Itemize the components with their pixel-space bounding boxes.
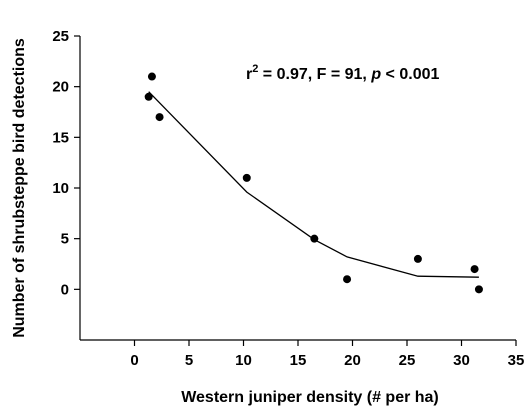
x-tick-label: 15 — [290, 352, 307, 369]
y-axis-title: Number of shrubsteppe bird detections — [11, 38, 28, 338]
trend-line — [148, 91, 479, 278]
x-tick-label: 25 — [399, 352, 416, 369]
annotation-p: p — [370, 66, 381, 83]
annotation-r: r — [246, 66, 252, 83]
data-point — [470, 265, 479, 274]
y-tick-label: 15 — [52, 129, 69, 146]
x-ticks: 0 5 10 15 20 25 30 35 — [130, 340, 524, 369]
y-tick-label: 25 — [52, 28, 69, 45]
data-point — [242, 173, 251, 182]
data-point — [474, 285, 483, 294]
annotation-p-value: < 0.001 — [381, 66, 439, 83]
x-axis-title: Western juniper density (# per ha) — [181, 389, 439, 406]
x-tick-label: 10 — [235, 352, 252, 369]
annotation-r-superscript: 2 — [252, 63, 258, 75]
y-tick-label: 5 — [61, 231, 69, 248]
annotation-stats: = 0.97, F = 91, — [258, 66, 371, 83]
data-point — [147, 72, 156, 81]
y-tick-label: 0 — [61, 281, 69, 298]
x-tick-label: 20 — [344, 352, 361, 369]
data-point — [144, 92, 153, 101]
x-tick-label: 30 — [453, 352, 470, 369]
y-tick-label: 10 — [52, 180, 69, 197]
x-tick-label: 35 — [508, 352, 525, 369]
data-point — [413, 254, 422, 263]
data-point — [343, 275, 352, 284]
data-points — [144, 72, 483, 294]
y-tick-label: 20 — [52, 79, 69, 96]
data-point — [155, 113, 164, 122]
x-tick-label: 0 — [130, 352, 138, 369]
y-ticks: 0 5 10 15 20 25 — [52, 28, 80, 298]
data-point — [310, 234, 319, 243]
x-tick-label: 5 — [185, 352, 193, 369]
stats-annotation: r2 = 0.97, F = 91, p < 0.001 — [246, 63, 439, 83]
